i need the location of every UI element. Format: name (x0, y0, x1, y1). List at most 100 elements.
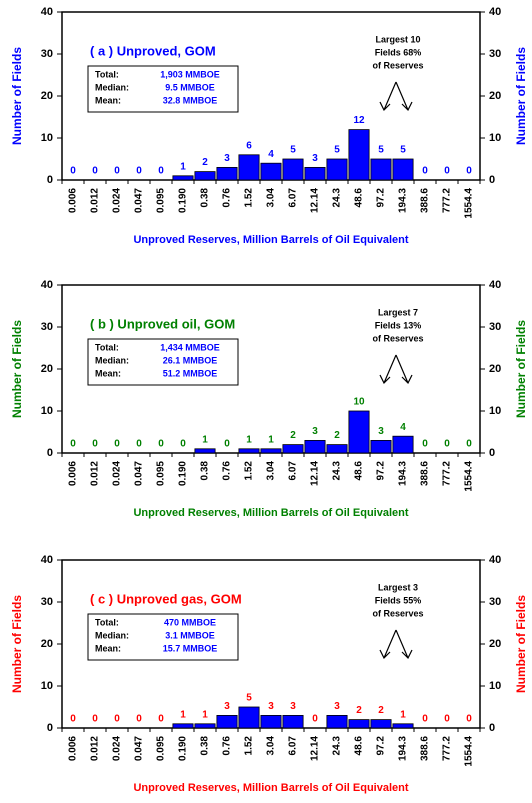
bar (392, 158, 414, 181)
data-label: 3 (312, 153, 318, 164)
data-label: 4 (268, 149, 274, 160)
data-label: 0 (466, 166, 472, 177)
x-tick-label: 1554.4 (464, 188, 475, 219)
y-axis-title: Number of Fields (10, 320, 24, 418)
x-tick-label: 12.14 (310, 736, 321, 761)
y-tick-label: 40 (41, 279, 53, 291)
annotation: of Reserves (372, 60, 423, 70)
x-tick-label: 0.047 (134, 188, 145, 213)
x-tick-label: 0.38 (200, 188, 211, 208)
bar (282, 444, 304, 454)
x-axis-title: Unproved Reserves, Million Barrels of Oi… (133, 507, 408, 519)
y-tick-label: 10 (41, 680, 53, 692)
x-tick-label: 0.006 (68, 736, 79, 761)
data-label: 3 (334, 701, 340, 712)
x-tick-label: 1.52 (244, 461, 255, 481)
data-label: 0 (136, 714, 142, 725)
y2-axis-title: Number of Fields (514, 47, 528, 145)
data-label: 1 (180, 161, 186, 172)
y-tick-label: 0 (47, 447, 53, 459)
x-tick-label: 1.52 (244, 736, 255, 756)
x-tick-label: 24.3 (332, 188, 343, 208)
data-label: 1 (202, 709, 208, 720)
stats-value: 26.1 MMBOE (163, 355, 218, 365)
stats-label: Total: (95, 69, 119, 79)
y-tick-label: 10 (41, 405, 53, 417)
data-label: 0 (136, 166, 142, 177)
annotation: of Reserves (372, 608, 423, 618)
bar (348, 410, 370, 454)
y2-tick-label: 30 (489, 321, 501, 333)
bar (194, 448, 216, 454)
data-label: 0 (180, 439, 186, 450)
x-tick-label: 0.190 (178, 461, 189, 486)
data-label: 5 (334, 145, 340, 156)
data-label: 0 (158, 166, 164, 177)
data-label: 5 (378, 145, 384, 156)
stats-box (87, 65, 239, 113)
data-label: 1 (202, 434, 208, 445)
annotation: Largest 3 (378, 582, 418, 592)
x-tick-label: 388.6 (420, 461, 431, 486)
annotation: Fields 13% (375, 320, 422, 330)
x-tick-label: 24.3 (332, 461, 343, 481)
bar (260, 448, 282, 454)
bar (172, 175, 194, 181)
bar (282, 715, 304, 729)
y-axis-title: Number of Fields (10, 47, 24, 145)
x-tick-label: 777.2 (442, 188, 453, 213)
data-label: 0 (422, 714, 428, 725)
data-label: 0 (224, 439, 230, 450)
data-label: 0 (422, 166, 428, 177)
bar (172, 723, 194, 729)
y-tick-label: 40 (41, 554, 53, 566)
annotation: Fields 55% (375, 595, 422, 605)
x-tick-label: 0.76 (222, 188, 233, 208)
stats-label: Mean: (95, 95, 121, 105)
x-tick-label: 3.04 (266, 736, 277, 756)
y2-tick-label: 30 (489, 596, 501, 608)
x-tick-label: 97.2 (376, 188, 387, 208)
y2-tick-label: 10 (489, 405, 501, 417)
y-tick-label: 30 (41, 48, 53, 60)
stats-label: Median: (95, 355, 129, 365)
bar (194, 171, 216, 181)
x-tick-label: 0.024 (112, 736, 123, 761)
data-label: 3 (224, 701, 230, 712)
data-label: 3 (312, 426, 318, 437)
y-tick-label: 20 (41, 638, 53, 650)
annotation-arrow (379, 81, 413, 112)
x-tick-label: 194.3 (398, 188, 409, 213)
x-tick-label: 12.14 (310, 188, 321, 213)
data-label: 5 (290, 145, 296, 156)
data-label: 0 (70, 166, 76, 177)
stats-value: 32.8 MMBOE (163, 95, 218, 105)
panel-title: ( b ) Unproved oil, GOM (90, 316, 235, 331)
data-label: 0 (70, 439, 76, 450)
y2-tick-label: 40 (489, 6, 501, 18)
annotation: Fields 68% (375, 47, 422, 57)
x-tick-label: 6.07 (288, 188, 299, 208)
x-tick-label: 48.6 (354, 461, 365, 481)
data-label: 1 (246, 434, 252, 445)
bar (326, 444, 348, 454)
data-label: 2 (334, 430, 340, 441)
x-tick-label: 0.006 (68, 461, 79, 486)
x-tick-label: 0.047 (134, 461, 145, 486)
data-label: 0 (70, 714, 76, 725)
data-label: 0 (92, 439, 98, 450)
data-label: 12 (353, 115, 365, 126)
x-tick-label: 0.012 (90, 736, 101, 761)
y2-axis-title: Number of Fields (514, 595, 528, 693)
x-tick-label: 0.012 (90, 188, 101, 213)
data-label: 10 (353, 397, 365, 408)
bar (282, 158, 304, 181)
x-tick-label: 0.024 (112, 461, 123, 486)
x-tick-label: 0.024 (112, 188, 123, 213)
bar (304, 166, 326, 181)
bar (216, 715, 238, 729)
data-label: 0 (466, 439, 472, 450)
